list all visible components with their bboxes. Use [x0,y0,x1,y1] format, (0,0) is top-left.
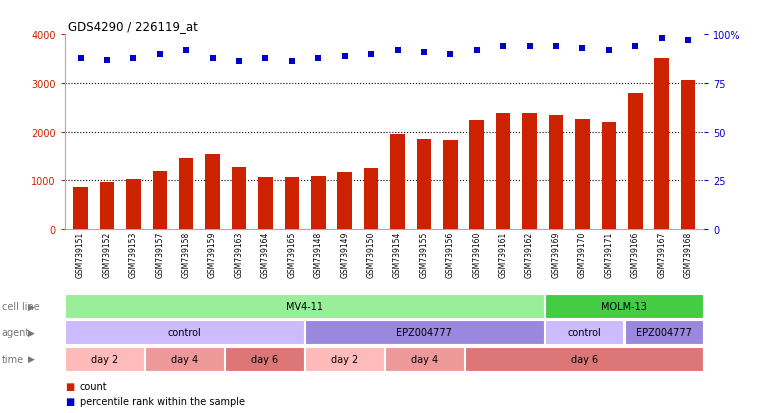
Bar [65,347,144,370]
Bar [305,321,543,344]
Bar [625,321,703,344]
Text: EPZ004777: EPZ004777 [636,328,692,338]
Bar [465,347,703,370]
Text: day 4: day 4 [411,354,438,364]
Point [682,38,694,44]
Text: agent: agent [2,328,30,338]
Bar [73,188,88,230]
Bar [126,180,141,230]
Bar [496,114,511,230]
Point [365,51,377,58]
Point [391,47,403,54]
Point [576,45,588,52]
Point [75,55,87,62]
Bar [179,158,193,230]
Text: control: control [567,328,601,338]
Point [260,55,272,62]
Bar [285,177,299,230]
Point [629,43,642,50]
Point [524,43,536,50]
Point [444,51,457,58]
Bar [681,81,696,230]
Point [180,47,193,54]
Point [418,49,430,56]
Bar [225,347,304,370]
Text: ■: ■ [65,381,74,391]
Bar [545,295,703,318]
Bar [305,347,384,370]
Text: day 4: day 4 [171,354,198,364]
Bar [65,321,304,344]
Text: ▶: ▶ [28,354,35,363]
Text: cell line: cell line [2,301,40,312]
Text: GDS4290 / 226119_at: GDS4290 / 226119_at [68,20,199,33]
Text: EPZ004777: EPZ004777 [396,328,452,338]
Bar [145,347,224,370]
Text: time: time [2,354,24,364]
Bar [628,93,642,230]
Bar [205,154,220,230]
Bar [364,169,378,230]
Point [206,55,218,62]
Point [286,59,298,66]
Bar [443,141,457,230]
Bar [100,183,114,230]
Text: MV4-11: MV4-11 [286,301,323,312]
Bar [470,121,484,230]
Text: day 6: day 6 [251,354,278,364]
Bar [601,123,616,230]
Bar [65,295,543,318]
Bar [311,176,326,230]
Bar [575,120,590,230]
Text: day 2: day 2 [91,354,118,364]
Point [655,36,667,42]
Point [497,43,509,50]
Text: percentile rank within the sample: percentile rank within the sample [80,396,245,406]
Text: ▶: ▶ [28,302,35,311]
Point [233,59,245,66]
Point [550,43,562,50]
Text: MOLM-13: MOLM-13 [601,301,647,312]
Bar [152,172,167,230]
Point [154,51,166,58]
Bar [654,59,669,230]
Point [101,57,113,64]
Bar [417,140,431,230]
Text: control: control [167,328,202,338]
Text: ■: ■ [65,396,74,406]
Point [339,53,351,60]
Text: ▶: ▶ [28,328,35,337]
Text: day 6: day 6 [571,354,597,364]
Bar [545,321,623,344]
Bar [337,173,352,230]
Text: count: count [80,381,107,391]
Bar [549,116,563,230]
Point [312,55,324,62]
Point [470,47,482,54]
Text: day 2: day 2 [331,354,358,364]
Bar [258,178,272,230]
Bar [385,347,463,370]
Bar [232,168,247,230]
Bar [390,135,405,230]
Bar [522,114,537,230]
Point [603,47,615,54]
Point [127,55,139,62]
